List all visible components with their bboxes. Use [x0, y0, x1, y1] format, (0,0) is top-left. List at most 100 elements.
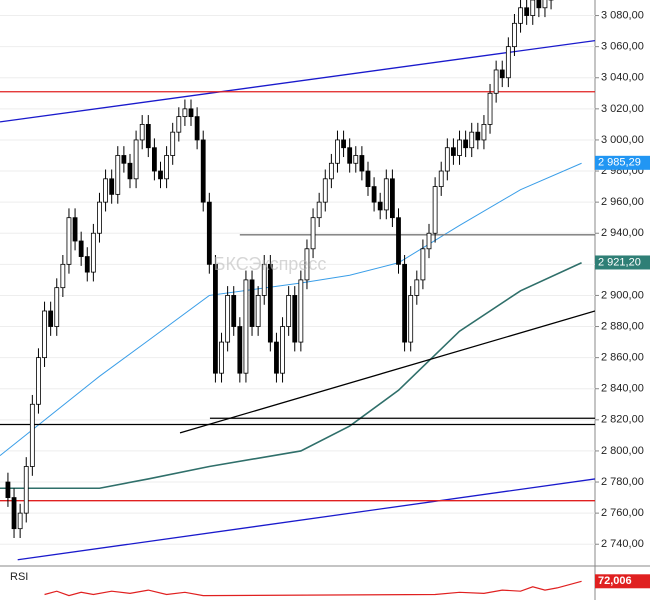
candle-body	[487, 92, 493, 125]
candle-body	[493, 69, 499, 94]
candle-body	[17, 512, 23, 530]
trend-line	[17, 478, 595, 561]
y-tick-label: 2 800,00	[601, 445, 644, 457]
candle-body	[505, 46, 511, 79]
candle-body	[133, 139, 139, 180]
trend-line	[0, 39, 595, 123]
candle-body	[213, 263, 218, 374]
candle-body	[359, 155, 365, 172]
candle-body	[365, 170, 371, 187]
y-tick-label: 2 740,00	[601, 538, 644, 550]
price-badge	[595, 255, 650, 270]
candle-body	[420, 248, 426, 281]
candle-body	[438, 170, 444, 187]
candle-body	[408, 295, 414, 343]
candle-body	[542, 0, 548, 9]
candle-body	[499, 69, 505, 79]
candle-body	[341, 139, 346, 149]
rsi-label: RSI	[10, 571, 28, 583]
candle-body	[396, 217, 401, 265]
candle-body	[536, 0, 542, 9]
y-tick-label: 2 960,00	[601, 196, 644, 208]
candle-body	[231, 295, 237, 327]
candle-body	[84, 256, 90, 273]
y-tick-label: 2 880,00	[601, 320, 644, 332]
candle-body	[322, 178, 328, 203]
candle-body	[310, 217, 316, 250]
candle-body	[280, 326, 285, 374]
candle-body	[377, 201, 383, 211]
candle-body	[371, 186, 377, 203]
candle-body	[115, 155, 121, 195]
y-tick-label: 3 000,00	[601, 134, 644, 146]
candle-body	[426, 232, 432, 250]
candle-body	[176, 116, 182, 133]
candle-body	[267, 263, 273, 343]
y-tick-label: 2 840,00	[601, 383, 644, 395]
price-badge-label: 2 921,20	[598, 256, 641, 268]
y-tick-label: 3 040,00	[601, 72, 644, 84]
candle-body	[512, 22, 517, 48]
y-tick-label: 2 760,00	[601, 507, 644, 519]
candle-body	[475, 131, 481, 141]
candle-body	[90, 232, 96, 273]
y-tick-label: 2 900,00	[601, 289, 644, 301]
candle-body	[200, 139, 206, 203]
candle-body	[457, 139, 462, 156]
plot-area	[0, 0, 595, 561]
candle-body	[328, 162, 334, 180]
rsi-line	[44, 580, 582, 597]
candle-body	[60, 263, 66, 289]
candle-body	[316, 201, 322, 219]
trend-line	[179, 310, 595, 434]
candle-body	[469, 131, 475, 149]
candle-body	[127, 162, 133, 180]
moving-average	[0, 162, 582, 456]
candle-body	[298, 279, 304, 343]
candle-body	[219, 341, 224, 374]
candle-body	[29, 403, 35, 467]
candle-body	[66, 217, 72, 265]
candle-body	[444, 147, 450, 172]
candle-body	[42, 310, 47, 359]
candle-body	[243, 279, 249, 374]
rsi-badge	[595, 574, 650, 589]
candle-body	[78, 240, 84, 257]
candle-body	[225, 295, 231, 343]
candle-body	[11, 497, 17, 530]
candle-body	[188, 108, 194, 118]
candle-body	[286, 295, 292, 327]
candle-body	[109, 178, 115, 195]
candle-body	[481, 123, 487, 141]
candle-body	[97, 201, 102, 234]
candle-body	[237, 326, 243, 374]
candle-body	[206, 201, 212, 265]
watermark: БКСЭкспресс	[214, 254, 327, 274]
candle-body	[158, 170, 163, 180]
candle-body	[36, 357, 41, 405]
candle-body	[145, 123, 151, 149]
price-badge	[595, 155, 650, 170]
candle-body	[5, 481, 11, 498]
candle-body	[164, 155, 170, 180]
candle-body	[353, 155, 359, 164]
candle-body	[530, 0, 536, 16]
candle-body	[103, 178, 108, 203]
y-tick-label: 2 860,00	[601, 352, 644, 364]
candle-body	[48, 310, 54, 327]
rsi-pane	[44, 580, 582, 597]
candle-body	[524, 7, 530, 16]
candle-body	[72, 217, 78, 242]
candle-body	[121, 155, 127, 164]
candle-body	[402, 263, 408, 343]
candle-body	[54, 287, 60, 327]
candle-body	[414, 279, 420, 296]
candle-body	[261, 263, 267, 296]
y-tick-label: 3 020,00	[601, 103, 644, 115]
candle-body	[274, 341, 279, 374]
moving-average	[0, 262, 582, 490]
candle-body	[335, 139, 340, 164]
candle-body	[432, 186, 438, 234]
